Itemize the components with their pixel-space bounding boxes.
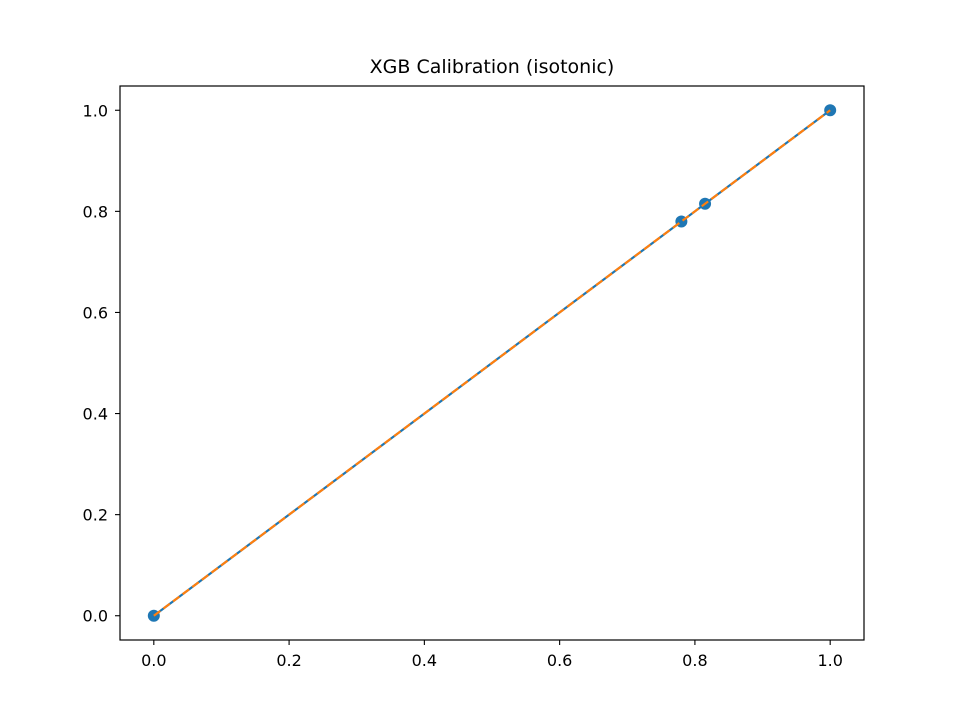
y-tick-label-5: 1.0 [83,101,108,120]
series-1-line [153,109,831,617]
x-tick-label-4: 0.8 [682,651,707,670]
chart-title: XGB Calibration (isotonic) [370,56,615,78]
axes-frame [119,85,865,641]
x-tick-label-1: 0.2 [276,651,301,670]
x-tick-label-0: 0.0 [141,651,166,670]
y-tick-label-0: 0.0 [83,607,108,626]
y-tick-label-1: 0.2 [83,506,108,525]
y-tick-label-3: 0.6 [83,303,108,322]
x-tick-label-5: 1.0 [817,651,842,670]
axes-layer: 0.0 0.2 0.4 0.6 0.8 1.0 0.0 0.2 0.4 0.6 0.8 1.0 [83,85,865,670]
series-layer [147,104,837,622]
y-tick-label-4: 0.8 [83,202,108,221]
x-tick-label-2: 0.4 [412,651,437,670]
x-tick-label-3: 0.6 [547,651,572,670]
y-tick-label-2: 0.4 [83,405,108,424]
